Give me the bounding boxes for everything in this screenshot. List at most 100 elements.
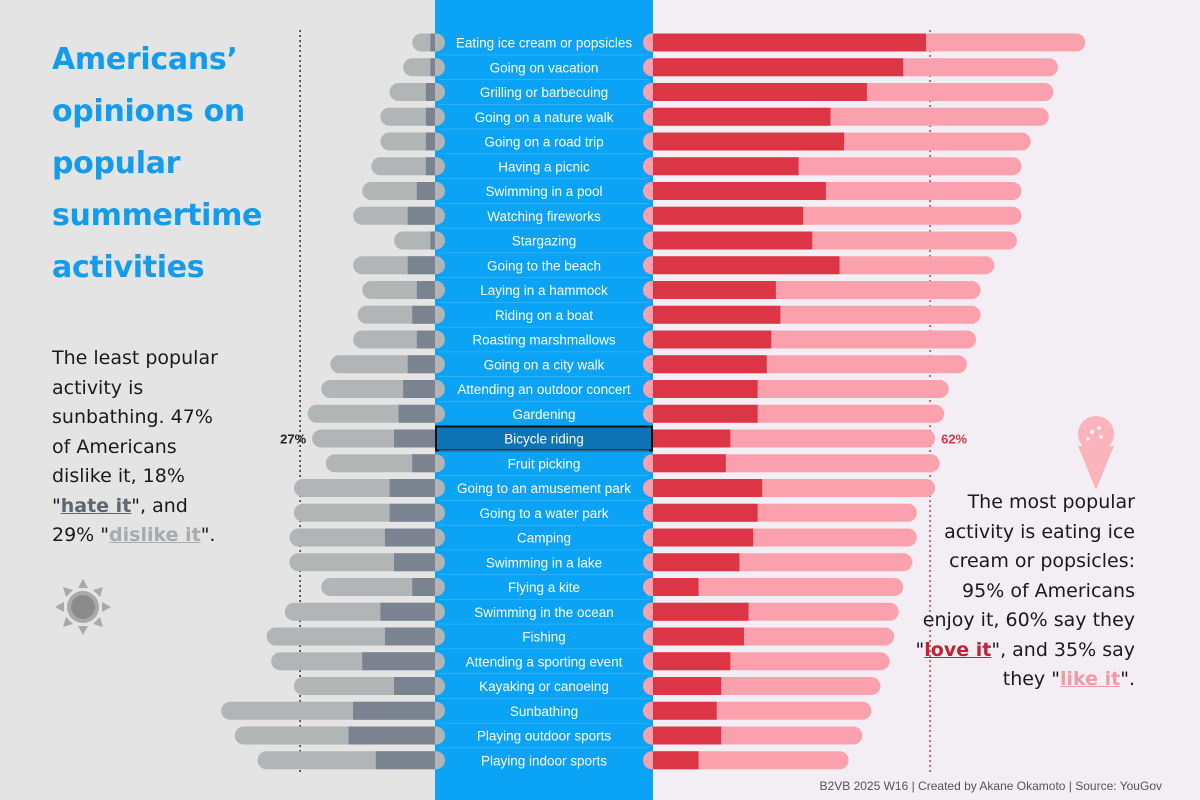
love-bar <box>653 677 722 695</box>
love-bar <box>653 553 740 572</box>
dislike-it-emphasis: dislike it <box>109 524 201 546</box>
most-popular-note: The most popular activity is eating ice … <box>905 488 1135 695</box>
hate-bar <box>403 380 435 398</box>
love-bar <box>653 330 772 349</box>
love-bar <box>653 528 754 547</box>
love-it-emphasis: love it <box>924 638 992 661</box>
category-label: Having a picnic <box>498 159 590 174</box>
category-label: Going to an amusement park <box>457 481 631 496</box>
category-label: Camping <box>517 531 571 546</box>
dislike-bar <box>394 231 445 250</box>
love-bar <box>653 701 717 720</box>
love-bar <box>653 454 726 473</box>
most-popular-note-text: The most popular activity is eating ice … <box>915 491 1135 661</box>
category-label: Attending an outdoor concert <box>457 382 631 397</box>
category-label: Playing outdoor sports <box>477 729 612 744</box>
hate-bar <box>416 330 435 349</box>
hate-bar <box>430 231 435 250</box>
page-title: Americans’ opinions on popular summertim… <box>52 42 263 285</box>
hate-bar <box>425 83 435 101</box>
love-bar <box>653 231 813 250</box>
love-bar <box>653 627 744 646</box>
love-bar <box>653 206 804 225</box>
category-label: Playing indoor sports <box>481 753 607 768</box>
footer-credits: B2VB 2025 W16 | Created by Akane Okamoto… <box>819 779 1162 793</box>
hate-bar <box>398 404 435 423</box>
hate-bar <box>384 627 435 646</box>
love-bar <box>653 503 758 522</box>
category-label: Swimming in the ocean <box>474 605 614 620</box>
hate-bar <box>430 33 435 52</box>
category-label: Fruit picking <box>508 456 581 471</box>
hate-bar <box>362 652 435 671</box>
hate-bar <box>394 553 435 572</box>
ice-cream-icon <box>1078 416 1114 490</box>
hate-bar <box>348 726 435 745</box>
love-bar <box>653 83 867 101</box>
category-label: Bicycle riding <box>504 432 584 447</box>
category-label: Riding on a boat <box>495 308 594 323</box>
hate-it-emphasis: hate it <box>60 494 132 517</box>
hate-bar <box>425 157 435 176</box>
hate-bar <box>425 132 435 151</box>
category-label: Swimming in a lake <box>486 555 602 570</box>
category-label: Attending a sporting event <box>466 654 623 669</box>
love-bar <box>653 380 758 398</box>
category-label: Going on a city walk <box>484 357 605 372</box>
love-bar <box>653 281 776 299</box>
love-bar <box>653 355 767 374</box>
hate-bar <box>412 454 435 473</box>
love-bar <box>653 256 840 275</box>
hate-bar <box>394 429 435 448</box>
hate-bar <box>380 602 435 621</box>
hate-bar <box>416 281 435 299</box>
hate-bar <box>412 305 435 324</box>
love-bar <box>653 107 831 126</box>
hate-bar <box>389 503 435 522</box>
love-bar <box>653 479 763 497</box>
hate-bar <box>353 701 435 720</box>
like-bar <box>643 578 904 596</box>
category-band <box>435 0 653 800</box>
category-label: Going to the beach <box>487 258 601 273</box>
love-bar <box>653 602 749 621</box>
love-bar <box>653 726 722 745</box>
dislike-bar <box>412 33 445 52</box>
love-bar <box>653 652 731 671</box>
category-label: Grilling or barbecuing <box>480 85 608 100</box>
least-popular-note: The least popular activity is sunbathing… <box>52 344 232 551</box>
hate-bar <box>407 256 435 275</box>
category-label: Going on a nature walk <box>475 110 614 125</box>
love-bar <box>653 33 926 52</box>
highlight-dislike-label: 27% <box>280 432 306 447</box>
category-label: Sunbathing <box>510 704 578 719</box>
category-label: Roasting marshmallows <box>472 333 616 348</box>
hate-bar <box>430 58 435 77</box>
category-label: Going on a road trip <box>484 135 603 150</box>
category-label: Eating ice cream or popsicles <box>456 36 633 51</box>
category-label: Kayaking or canoeing <box>479 679 609 694</box>
hate-bar <box>384 528 435 547</box>
category-label: Laying in a hammock <box>480 283 608 298</box>
category-label: Going on vacation <box>490 60 599 75</box>
hate-bar <box>394 677 435 695</box>
love-bar <box>653 58 904 77</box>
category-label: Swimming in a pool <box>485 184 602 199</box>
dislike-bar <box>403 58 445 77</box>
least-popular-note-end: ". <box>200 524 216 546</box>
love-bar <box>653 751 699 770</box>
hate-bar <box>425 107 435 126</box>
love-bar <box>653 404 758 423</box>
highlight-row-box <box>435 425 653 452</box>
love-bar <box>653 182 826 200</box>
love-bar <box>653 429 731 448</box>
hate-bar <box>389 479 435 497</box>
most-popular-note-end: ". <box>1120 668 1135 690</box>
hate-bar <box>375 751 435 770</box>
dislike-bar <box>380 107 445 126</box>
category-label: Gardening <box>512 407 575 422</box>
most-popular-note-middle: ", and 35% say they " <box>991 638 1135 691</box>
hate-bar <box>407 355 435 374</box>
love-bar <box>653 305 781 324</box>
